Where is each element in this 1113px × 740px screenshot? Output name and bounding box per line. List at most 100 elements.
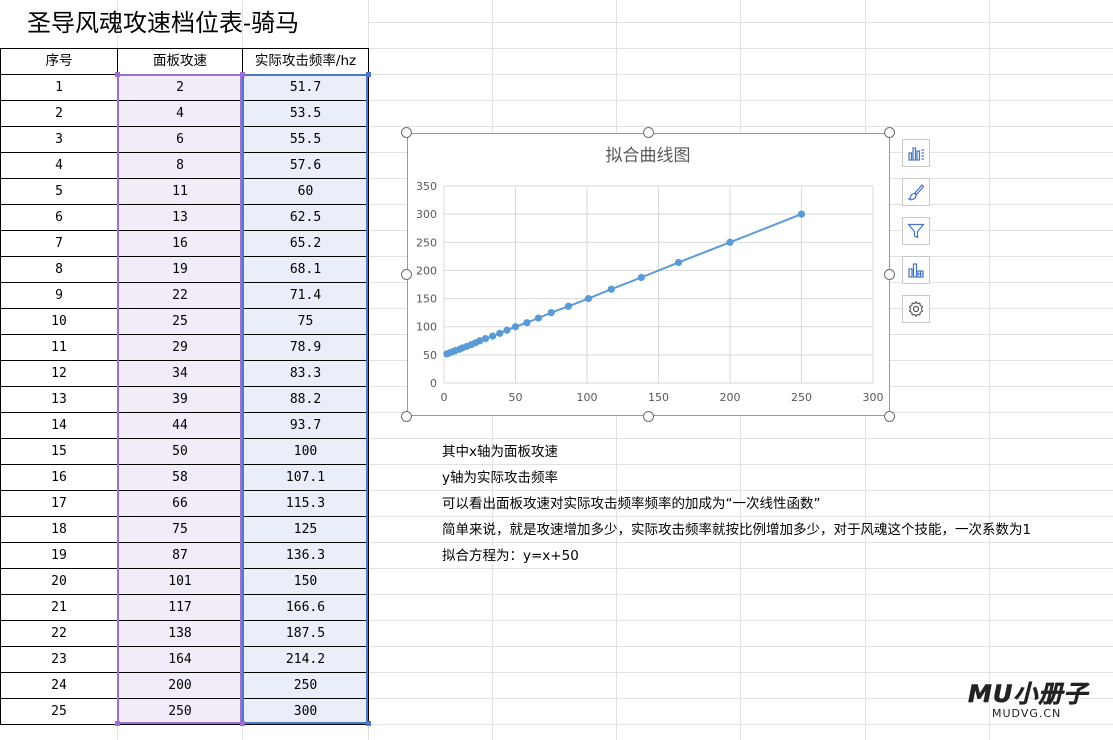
cell-actual-frequency[interactable]: 214.2: [242, 646, 369, 673]
cell-panel-speed[interactable]: 66: [117, 490, 243, 517]
cell-index[interactable]: 20: [0, 568, 118, 595]
cell-index[interactable]: 9: [0, 282, 118, 309]
cell-index[interactable]: 3: [0, 126, 118, 153]
chart-filter-button[interactable]: [902, 217, 930, 245]
selection-handle[interactable]: [240, 721, 245, 726]
cell-actual-frequency[interactable]: 51.7: [242, 74, 369, 101]
cell-index[interactable]: 12: [0, 360, 118, 387]
cell-panel-speed[interactable]: 6: [117, 126, 243, 153]
resize-handle-top-left[interactable]: [401, 127, 412, 138]
cell-index[interactable]: 11: [0, 334, 118, 361]
cell-index[interactable]: 25: [0, 698, 118, 725]
cell-panel-speed[interactable]: 8: [117, 152, 243, 179]
cell-actual-frequency[interactable]: 107.1: [242, 464, 369, 491]
cell-actual-frequency[interactable]: 68.1: [242, 256, 369, 283]
cell-actual-frequency[interactable]: 150: [242, 568, 369, 595]
cell-actual-frequency[interactable]: 88.2: [242, 386, 369, 413]
cell-actual-frequency[interactable]: 125: [242, 516, 369, 543]
cell-panel-speed[interactable]: 16: [117, 230, 243, 257]
chart-type-button[interactable]: [902, 256, 930, 284]
cell-panel-speed[interactable]: 39: [117, 386, 243, 413]
chart-elements-button[interactable]: [902, 139, 930, 167]
cell-actual-frequency[interactable]: 187.5: [242, 620, 369, 647]
resize-handle-right[interactable]: [884, 269, 895, 280]
selection-handle[interactable]: [366, 72, 371, 77]
selection-handle[interactable]: [115, 72, 120, 77]
resize-handle-bottom-right[interactable]: [884, 411, 895, 422]
cell-index[interactable]: 5: [0, 178, 118, 205]
cell-panel-speed[interactable]: 138: [117, 620, 243, 647]
resize-handle-top-right[interactable]: [884, 127, 895, 138]
cell-panel-speed[interactable]: 164: [117, 646, 243, 673]
cell-index[interactable]: 18: [0, 516, 118, 543]
cell-actual-frequency[interactable]: 83.3: [242, 360, 369, 387]
cell-panel-speed[interactable]: 29: [117, 334, 243, 361]
cell-panel-speed[interactable]: 34: [117, 360, 243, 387]
cell-actual-frequency[interactable]: 60: [242, 178, 369, 205]
cell-index[interactable]: 13: [0, 386, 118, 413]
selection-handle[interactable]: [240, 72, 245, 77]
cell-panel-speed[interactable]: 13: [117, 204, 243, 231]
cell-index[interactable]: 17: [0, 490, 118, 517]
cell-actual-frequency[interactable]: 100: [242, 438, 369, 465]
cell-actual-frequency[interactable]: 65.2: [242, 230, 369, 257]
header-panel-speed[interactable]: 面板攻速: [117, 48, 243, 75]
chart-style-button[interactable]: [902, 178, 930, 206]
x-tick-label: 300: [863, 391, 884, 404]
cell-panel-speed[interactable]: 19: [117, 256, 243, 283]
cell-actual-frequency[interactable]: 75: [242, 308, 369, 335]
cell-actual-frequency[interactable]: 53.5: [242, 100, 369, 127]
cell-index[interactable]: 16: [0, 464, 118, 491]
cell-actual-frequency[interactable]: 300: [242, 698, 369, 725]
resize-handle-left[interactable]: [401, 269, 412, 280]
cell-panel-speed[interactable]: 250: [117, 698, 243, 725]
cell-actual-frequency[interactable]: 250: [242, 672, 369, 699]
resize-handle-top[interactable]: [643, 127, 654, 138]
cell-actual-frequency[interactable]: 115.3: [242, 490, 369, 517]
fit-chart[interactable]: 拟合曲线图 0 50 100 150 200 250 300 350 0 50 100 150 200 2…: [407, 133, 890, 416]
cell-index[interactable]: 10: [0, 308, 118, 335]
header-actual-frequency[interactable]: 实际攻击频率/hz: [242, 48, 369, 75]
cell-actual-frequency[interactable]: 57.6: [242, 152, 369, 179]
selection-handle[interactable]: [366, 721, 371, 726]
cell-panel-speed[interactable]: 87: [117, 542, 243, 569]
cell-index[interactable]: 22: [0, 620, 118, 647]
cell-actual-frequency[interactable]: 78.9: [242, 334, 369, 361]
cell-actual-frequency[interactable]: 166.6: [242, 594, 369, 621]
cell-index[interactable]: 8: [0, 256, 118, 283]
cell-panel-speed[interactable]: 50: [117, 438, 243, 465]
cell-panel-speed[interactable]: 117: [117, 594, 243, 621]
chart-settings-button[interactable]: [902, 295, 930, 323]
cell-panel-speed[interactable]: 2: [117, 74, 243, 101]
cell-actual-frequency[interactable]: 71.4: [242, 282, 369, 309]
cell-panel-speed[interactable]: 22: [117, 282, 243, 309]
cell-panel-speed[interactable]: 101: [117, 568, 243, 595]
resize-handle-bottom-left[interactable]: [401, 411, 412, 422]
selection-handle[interactable]: [115, 721, 120, 726]
cell-index[interactable]: 15: [0, 438, 118, 465]
cell-index[interactable]: 19: [0, 542, 118, 569]
cell-index[interactable]: 21: [0, 594, 118, 621]
cell-panel-speed[interactable]: 200: [117, 672, 243, 699]
cell-actual-frequency[interactable]: 136.3: [242, 542, 369, 569]
cell-panel-speed[interactable]: 75: [117, 516, 243, 543]
cell-panel-speed[interactable]: 44: [117, 412, 243, 439]
cell-index[interactable]: 2: [0, 100, 118, 127]
resize-handle-bottom[interactable]: [643, 411, 654, 422]
cell-actual-frequency[interactable]: 62.5: [242, 204, 369, 231]
cell-index[interactable]: 7: [0, 230, 118, 257]
cell-index[interactable]: 6: [0, 204, 118, 231]
cell-index[interactable]: 23: [0, 646, 118, 673]
cell-index[interactable]: 4: [0, 152, 118, 179]
cell-index[interactable]: 24: [0, 672, 118, 699]
header-index[interactable]: 序号: [0, 48, 118, 75]
cell-panel-speed[interactable]: 25: [117, 308, 243, 335]
cell-panel-speed[interactable]: 11: [117, 178, 243, 205]
cell-index[interactable]: 14: [0, 412, 118, 439]
cell-panel-speed[interactable]: 4: [117, 100, 243, 127]
cell-panel-speed[interactable]: 58: [117, 464, 243, 491]
cell-index[interactable]: 1: [0, 74, 118, 101]
cell-actual-frequency[interactable]: 93.7: [242, 412, 369, 439]
cell-actual-frequency[interactable]: 55.5: [242, 126, 369, 153]
x-tick-label: 150: [648, 391, 669, 404]
